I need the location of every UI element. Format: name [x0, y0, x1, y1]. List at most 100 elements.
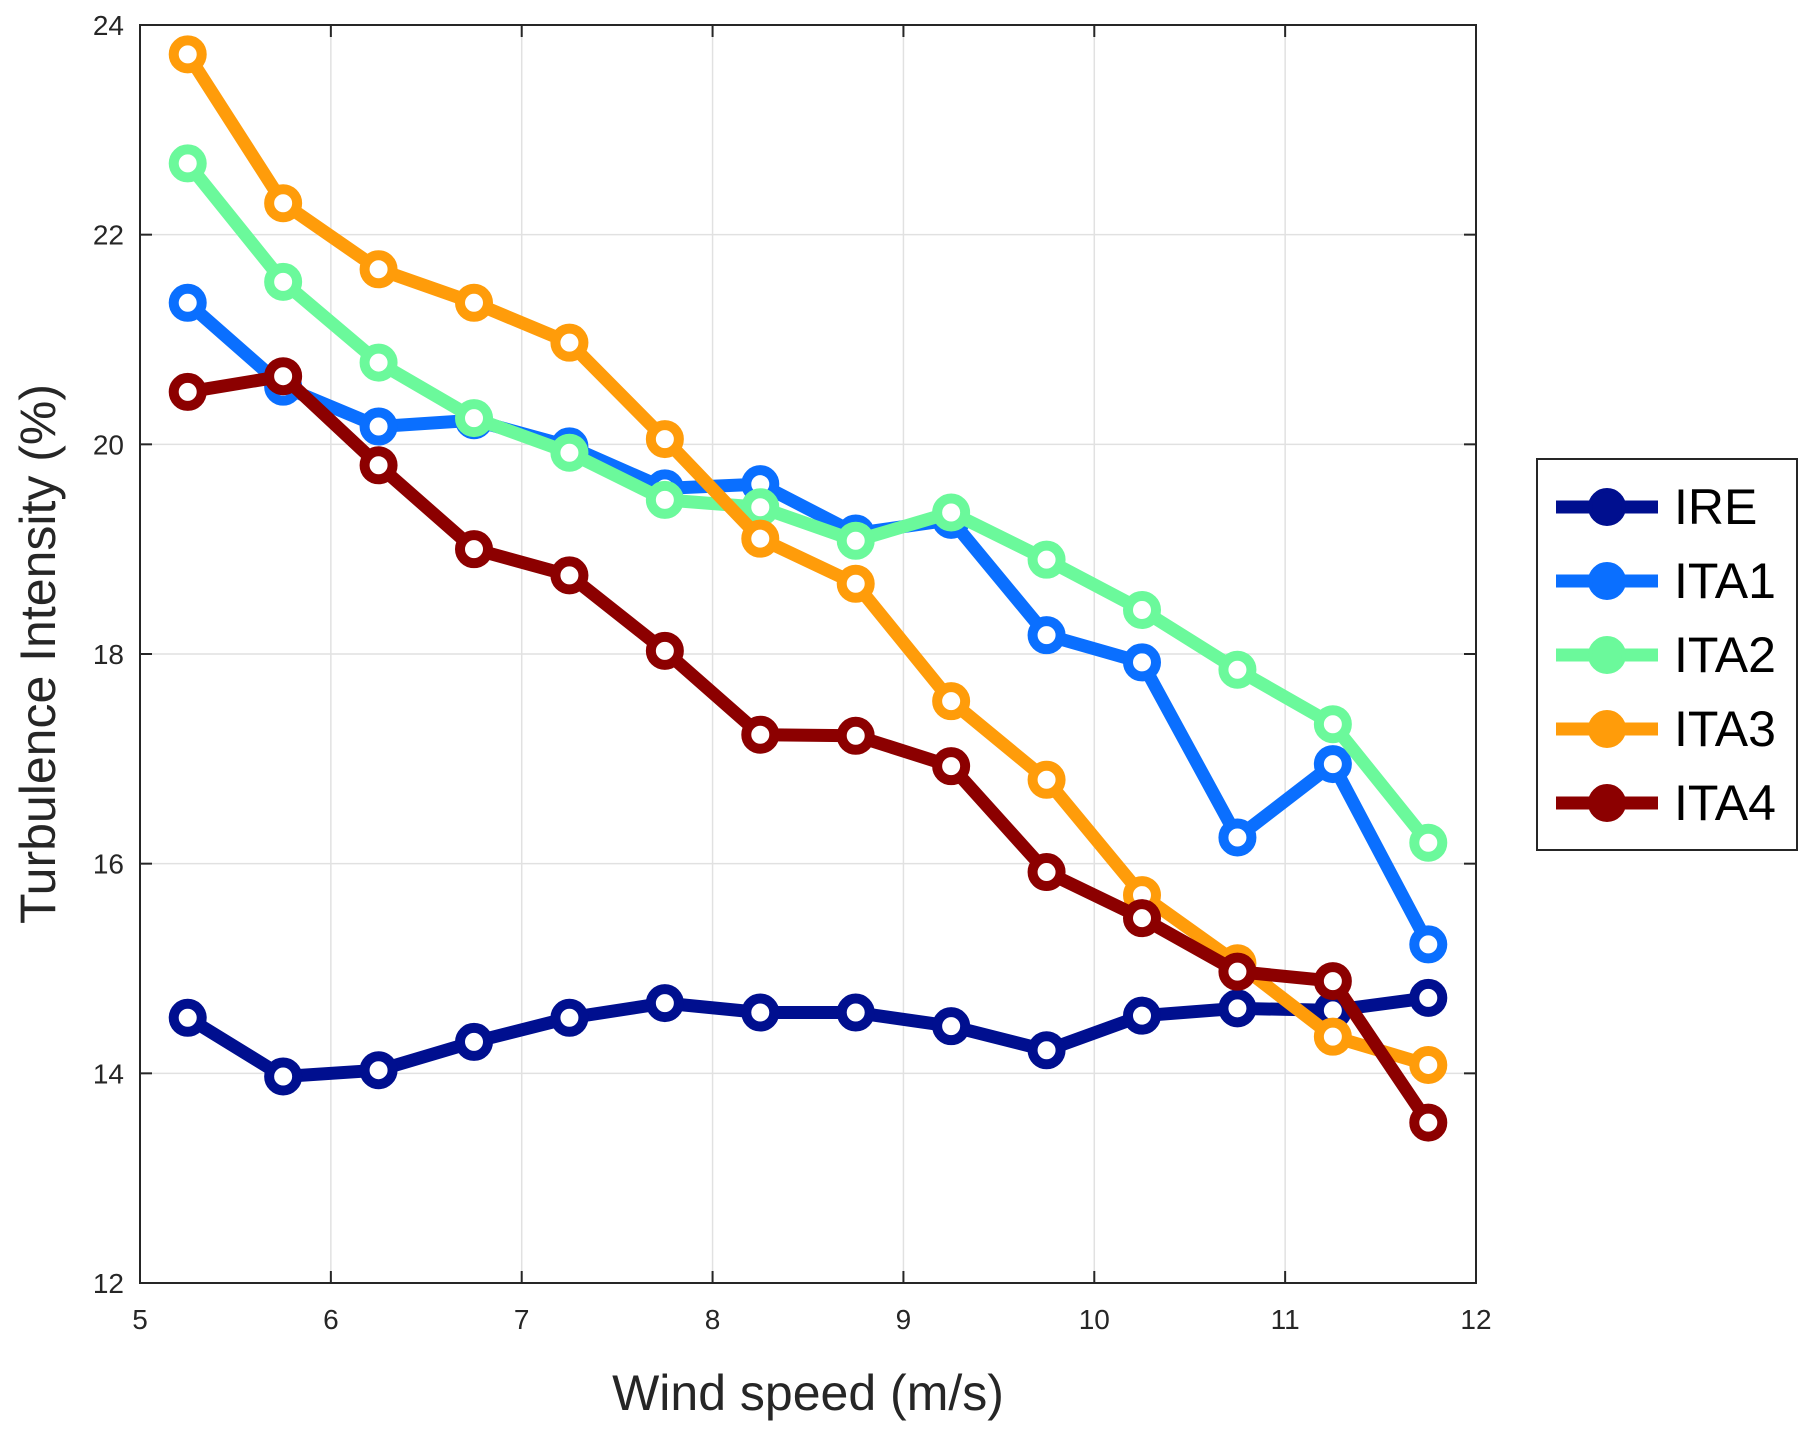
x-tick-label: 12 [1460, 1304, 1491, 1335]
x-tick-label: 5 [132, 1304, 148, 1335]
data-point-ita3 [932, 682, 971, 721]
data-point-ita2 [1409, 823, 1448, 862]
data-point-ita4 [1313, 962, 1352, 1001]
x-tick-label: 7 [514, 1304, 530, 1335]
y-axis-label: Turbulence Intensity (%) [10, 384, 66, 924]
y-axis-tick-labels: 12 14 16 18 20 22 24 [93, 10, 124, 1299]
data-point-ire [932, 1007, 971, 1046]
data-point-ita3 [1027, 760, 1066, 799]
y-tick-label: 20 [93, 429, 124, 460]
data-point-ire [645, 984, 684, 1023]
x-axis-tick-labels: 5 6 7 8 9 10 11 12 [132, 1304, 1491, 1335]
data-point-ita2 [932, 493, 971, 532]
data-point-ire [1218, 989, 1257, 1028]
data-point-ita3 [455, 283, 493, 322]
data-point-ita2 [1123, 590, 1161, 629]
x-tick-label: 8 [705, 1304, 721, 1335]
data-point-ita4 [836, 716, 875, 755]
data-point-ita3 [1313, 1017, 1352, 1056]
legend-label-ita2: ITA2 [1674, 627, 1776, 683]
y-tick-label: 12 [93, 1268, 124, 1299]
legend-marker-ita1 [1588, 562, 1626, 600]
data-point-ire [359, 1051, 398, 1090]
axis-ticks [139, 24, 1477, 1284]
data-point-ire [741, 993, 780, 1032]
data-point-ire [455, 1022, 493, 1061]
legend-item-ita2: ITA2 [1556, 627, 1776, 683]
legend-marker-ita4 [1588, 784, 1626, 822]
legend-label-ita3: ITA3 [1674, 701, 1776, 757]
data-point-ita1 [1409, 925, 1448, 964]
data-point-ita2 [168, 144, 207, 183]
data-point-ita1 [1027, 616, 1066, 655]
series-ita1 [168, 283, 1448, 964]
data-point-ita1 [1218, 818, 1257, 857]
series-group [168, 35, 1448, 1142]
data-point-ire [168, 998, 207, 1037]
data-point-ita3 [645, 420, 684, 459]
data-point-ita3 [359, 250, 398, 289]
legend-items: IRE ITA1 ITA2 ITA3 ITA4 [1556, 479, 1776, 831]
legend-label-ita1: ITA1 [1674, 553, 1776, 609]
data-point-ita1 [359, 407, 398, 446]
y-tick-label: 14 [93, 1058, 124, 1089]
data-point-ita4 [1027, 853, 1066, 892]
data-point-ire [550, 998, 589, 1037]
y-tick-label: 22 [93, 220, 124, 251]
legend-marker-ita3 [1588, 710, 1626, 748]
data-point-ita2 [1313, 705, 1352, 744]
data-point-ita3 [741, 519, 780, 558]
grid-lines [140, 25, 1476, 1283]
data-point-ita4 [264, 357, 303, 396]
series-ita3 [168, 35, 1448, 1084]
series-ire [168, 978, 1448, 1096]
data-point-ita1 [168, 283, 207, 322]
y-tick-label: 24 [93, 10, 124, 41]
x-tick-label: 9 [896, 1304, 912, 1335]
data-point-ita4 [1123, 899, 1161, 938]
legend: IRE ITA1 ITA2 ITA3 ITA4 [1536, 458, 1798, 851]
x-tick-label: 6 [323, 1304, 339, 1335]
legend-marker-ita2 [1588, 636, 1626, 674]
data-point-ita2 [1218, 650, 1257, 689]
series-ita2 [168, 144, 1448, 862]
data-point-ita3 [1409, 1045, 1448, 1084]
data-point-ita3 [264, 184, 303, 223]
y-tick-label: 18 [93, 639, 124, 670]
data-point-ita1 [1313, 745, 1352, 784]
data-point-ita4 [455, 530, 493, 569]
data-point-ita2 [455, 399, 493, 438]
y-tick-label: 16 [93, 849, 124, 880]
data-point-ita4 [168, 372, 207, 411]
data-point-ita4 [359, 446, 398, 485]
data-point-ita4 [645, 631, 684, 670]
x-axis-label: Wind speed (m/s) [612, 1365, 1004, 1421]
legend-label-ire: IRE [1674, 479, 1757, 535]
data-point-ita2 [836, 521, 875, 560]
data-point-ita4 [741, 715, 780, 754]
x-tick-label: 10 [1079, 1304, 1110, 1335]
data-point-ita3 [550, 323, 589, 362]
data-point-ire [1123, 996, 1161, 1035]
data-point-ita4 [1409, 1103, 1448, 1142]
x-tick-label: 11 [1271, 1304, 1300, 1335]
data-point-ita1 [1123, 643, 1161, 682]
data-point-ita3 [836, 564, 875, 603]
data-point-ire [1409, 978, 1448, 1017]
legend-label-ita4: ITA4 [1674, 775, 1776, 831]
data-point-ire [1027, 1031, 1066, 1070]
data-point-ita4 [932, 747, 971, 786]
legend-item-ita1: ITA1 [1556, 553, 1776, 609]
data-point-ita2 [550, 433, 589, 472]
series-line-ita3 [181, 47, 1435, 1072]
data-point-ire [264, 1057, 303, 1096]
data-point-ita2 [264, 262, 303, 301]
data-point-ita2 [1027, 540, 1066, 579]
data-point-ita2 [645, 480, 684, 519]
data-point-ita3 [168, 35, 207, 74]
legend-item-ire: IRE [1556, 479, 1757, 535]
data-point-ita2 [741, 488, 780, 527]
series-ita4 [168, 357, 1448, 1142]
data-point-ire [836, 993, 875, 1032]
